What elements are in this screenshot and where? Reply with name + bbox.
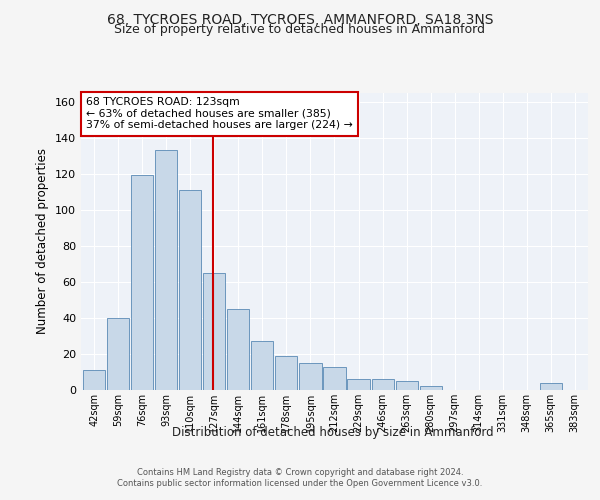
Text: Distribution of detached houses by size in Ammanford: Distribution of detached houses by size … (172, 426, 494, 439)
Bar (540, 383, 562, 390)
Bar (347, 379, 370, 390)
Text: 68 TYCROES ROAD: 123sqm
← 63% of detached houses are smaller (385)
37% of semi-d: 68 TYCROES ROAD: 123sqm ← 63% of detache… (86, 97, 353, 130)
Bar (83, 370, 105, 390)
Y-axis label: Number of detached properties: Number of detached properties (37, 148, 49, 334)
Bar (131, 176, 154, 390)
Bar (419, 386, 442, 390)
Bar (251, 342, 274, 390)
Bar (323, 366, 346, 390)
Text: 68, TYCROES ROAD, TYCROES, AMMANFORD, SA18 3NS: 68, TYCROES ROAD, TYCROES, AMMANFORD, SA… (107, 12, 493, 26)
Bar (155, 150, 178, 390)
Bar (275, 356, 298, 390)
Text: Size of property relative to detached houses in Ammanford: Size of property relative to detached ho… (115, 24, 485, 36)
Bar (179, 190, 202, 390)
Bar (395, 381, 418, 390)
Bar (371, 379, 394, 390)
Bar (107, 318, 129, 390)
Bar (203, 273, 226, 390)
Bar (299, 363, 322, 390)
Text: Contains public sector information licensed under the Open Government Licence v3: Contains public sector information licen… (118, 479, 482, 488)
Bar (227, 309, 250, 390)
Text: Contains HM Land Registry data © Crown copyright and database right 2024.: Contains HM Land Registry data © Crown c… (137, 468, 463, 477)
